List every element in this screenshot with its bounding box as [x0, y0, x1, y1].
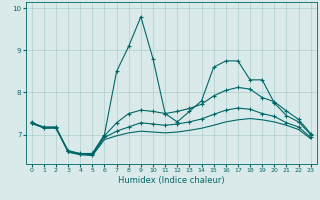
X-axis label: Humidex (Indice chaleur): Humidex (Indice chaleur) — [118, 176, 225, 185]
